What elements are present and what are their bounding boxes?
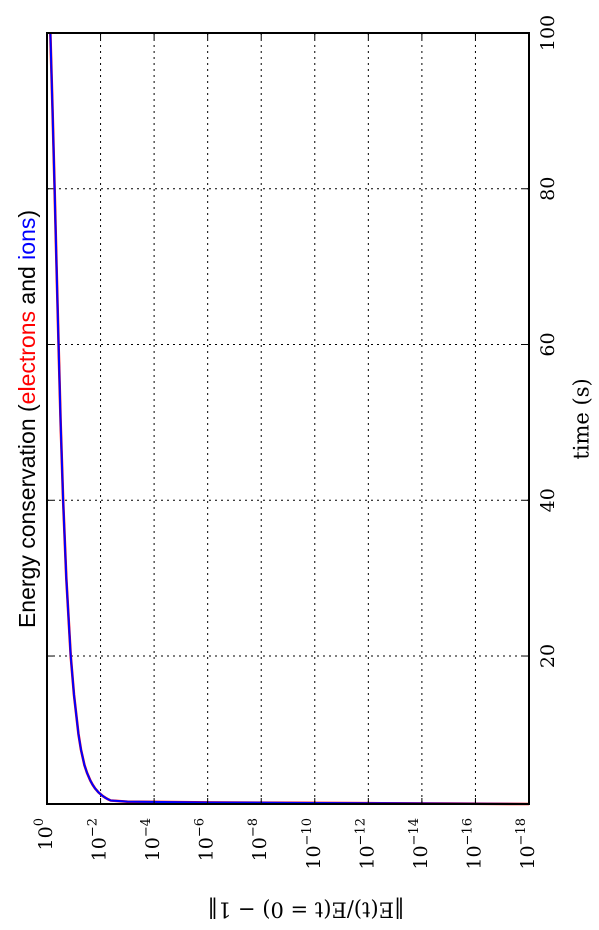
title-suffix: ) bbox=[14, 210, 40, 218]
title-and: and bbox=[14, 260, 40, 311]
time-tick-label: 60 bbox=[537, 332, 559, 356]
energy-tick-label: 10−14 bbox=[406, 818, 432, 870]
chart-title: Energy conservation (electrons and ions) bbox=[14, 210, 40, 628]
axis-ticks bbox=[46, 32, 530, 804]
series-line bbox=[49, 32, 530, 805]
energy-tick-label: 10−4 bbox=[139, 818, 165, 861]
title-ions: ions bbox=[14, 218, 40, 260]
energy-tick-label: 10−18 bbox=[514, 818, 540, 870]
time-tick-label: 40 bbox=[537, 488, 559, 512]
time-tick-label: 80 bbox=[537, 177, 559, 201]
tick-labels: 20 40 60 80 100 100 10−2 10−4 10−6 10−8 10−10 10−12… bbox=[32, 15, 560, 870]
series-lines bbox=[49, 32, 530, 806]
energy-tick-label: 10−8 bbox=[246, 818, 272, 861]
title-electrons: electrons bbox=[14, 311, 40, 404]
x-axis-title: time (s) bbox=[570, 378, 594, 459]
energy-tick-label: 10−6 bbox=[192, 818, 218, 861]
energy-tick-label: 100 bbox=[32, 818, 58, 850]
plot-frame bbox=[46, 32, 530, 805]
time-tick-label: 20 bbox=[537, 644, 559, 668]
grid-lines bbox=[46, 32, 530, 804]
energy-tick-label: 10−16 bbox=[460, 818, 486, 870]
energy-tick-label: 10−2 bbox=[85, 818, 111, 861]
series-line bbox=[49, 32, 530, 806]
title-prefix: Energy conservation ( bbox=[14, 404, 40, 628]
y-axis-title: ‖E(t)/E(t = 0) − 1‖ bbox=[208, 897, 405, 922]
time-tick-label: 100 bbox=[537, 15, 559, 51]
energy-tick-label: 10−12 bbox=[353, 818, 379, 870]
energy-tick-label: 10−10 bbox=[299, 818, 325, 870]
